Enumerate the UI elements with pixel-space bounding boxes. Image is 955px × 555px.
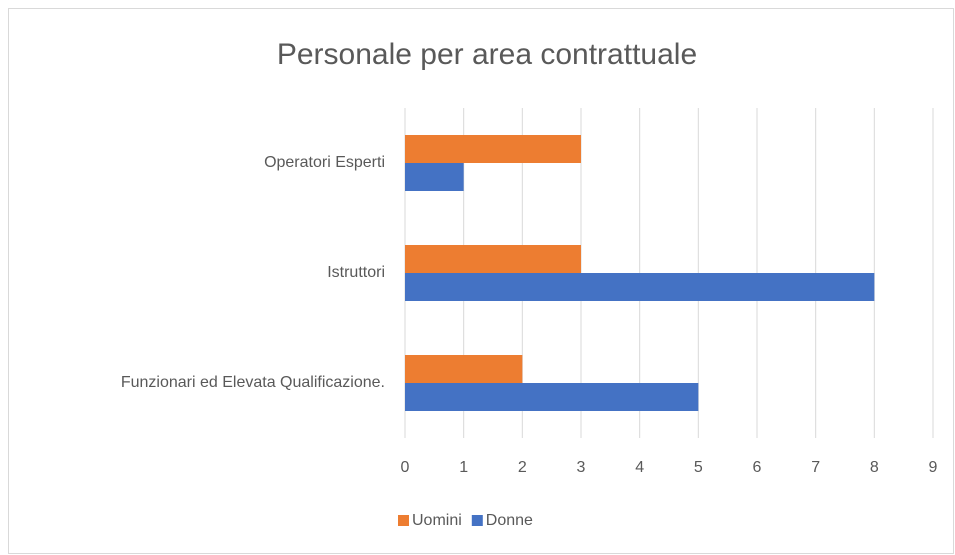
x-tick-label: 4 bbox=[635, 459, 644, 476]
legend-swatch bbox=[398, 515, 409, 526]
x-tick-label: 9 bbox=[929, 459, 938, 476]
chart-title: Personale per area contrattuale bbox=[277, 38, 697, 71]
y-tick-label: Istruttori bbox=[327, 264, 385, 281]
x-tick-label: 0 bbox=[401, 459, 410, 476]
bar bbox=[405, 383, 699, 411]
bar bbox=[405, 273, 875, 301]
bar bbox=[405, 163, 464, 191]
x-tick-label: 1 bbox=[459, 459, 468, 476]
x-tick-label: 5 bbox=[694, 459, 703, 476]
x-tick-label: 3 bbox=[577, 459, 586, 476]
legend-label: Uomini bbox=[412, 512, 462, 529]
x-tick-label: 7 bbox=[811, 459, 820, 476]
legend-label: Donne bbox=[486, 512, 533, 529]
legend-swatch bbox=[471, 515, 483, 526]
bar bbox=[405, 245, 581, 273]
x-tick-label: 2 bbox=[518, 459, 527, 476]
bar bbox=[405, 355, 523, 383]
x-tick-label: 8 bbox=[870, 459, 879, 476]
x-tick-label: 6 bbox=[753, 459, 762, 476]
y-tick-label: Funzionari ed Elevata Qualificazione. bbox=[121, 374, 385, 391]
bar bbox=[405, 135, 581, 163]
y-tick-label: Operatori Esperti bbox=[264, 154, 385, 171]
